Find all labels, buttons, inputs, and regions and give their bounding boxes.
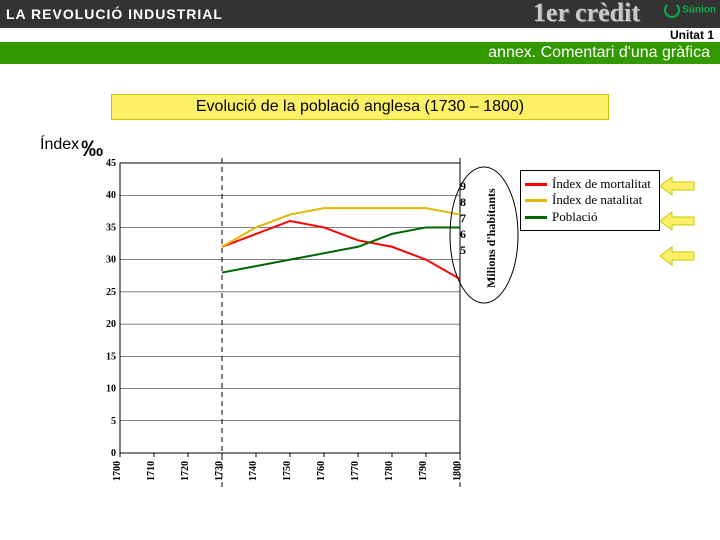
line-chart: 0 5 10 15 20 25 30 35 40 45 1700 1710 1720 1730 1740 17… <box>95 158 465 493</box>
svg-text:10: 10 <box>106 384 116 395</box>
svg-text:1790: 1790 <box>418 461 429 481</box>
svg-text:1700: 1700 <box>112 461 123 481</box>
svg-text:20: 20 <box>106 319 116 330</box>
right-axis-tick: 6 <box>460 226 466 242</box>
index-label: Índex <box>40 136 79 154</box>
svg-text:25: 25 <box>106 287 116 298</box>
legend-item: Índex de mortalitat <box>525 177 655 191</box>
logo: Súnion <box>664 2 716 18</box>
legend-swatch <box>525 199 547 202</box>
legend-label: Població <box>552 210 598 224</box>
index-badge: Índex ‰ <box>40 136 103 162</box>
header-bar: LA REVOLUCIÓ INDUSTRIAL 1er crèdit Súnio… <box>0 0 720 28</box>
svg-text:5: 5 <box>111 416 116 427</box>
svg-text:1720: 1720 <box>180 461 191 481</box>
pointer-arrow-icon <box>660 245 696 267</box>
legend-label: Índex de mortalitat <box>552 177 651 191</box>
right-axis-tick: 7 <box>460 210 466 226</box>
svg-text:1770: 1770 <box>350 461 361 481</box>
svg-text:1800: 1800 <box>452 461 463 481</box>
svg-text:45: 45 <box>106 158 116 169</box>
svg-text:1750: 1750 <box>282 461 293 481</box>
pointer-arrow-icon <box>660 210 696 232</box>
svg-text:30: 30 <box>106 255 116 266</box>
svg-text:40: 40 <box>106 190 116 201</box>
annex-bar: annex. Comentari d'una gràfica <box>0 42 720 64</box>
legend-label: Índex de natalitat <box>552 193 642 207</box>
legend-swatch <box>525 216 547 219</box>
right-axis-tick: 8 <box>460 194 466 210</box>
svg-text:1760: 1760 <box>316 461 327 481</box>
right-axis-label: Milions d'habitants <box>484 188 499 288</box>
svg-text:1710: 1710 <box>146 461 157 481</box>
legend-swatch <box>525 183 547 186</box>
credit-label: 1er crèdit <box>533 0 640 28</box>
chart-legend: Índex de mortalitat Índex de natalitat Pob… <box>520 170 660 231</box>
svg-text:1730: 1730 <box>214 461 225 481</box>
svg-text:15: 15 <box>106 351 116 362</box>
legend-item: Índex de natalitat <box>525 193 655 207</box>
right-axis-tick: 5 <box>460 242 466 258</box>
annex-text: annex. Comentari d'una gràfica <box>488 44 710 62</box>
right-axis-tick: 9 <box>460 178 466 194</box>
right-axis-ticks: 98765 <box>460 178 466 258</box>
svg-text:0: 0 <box>111 448 116 459</box>
svg-text:35: 35 <box>106 222 116 233</box>
chart-area: Índex ‰ 0 5 10 15 20 25 30 35 40 45 1700 1710 1720 17… <box>0 130 720 530</box>
unit-label: Unitat 1 <box>0 28 720 42</box>
legend-item: Població <box>525 210 655 224</box>
svg-text:1740: 1740 <box>248 461 259 481</box>
page-title: LA REVOLUCIÓ INDUSTRIAL <box>0 6 223 22</box>
chart-title: Evolució de la població anglesa (1730 – … <box>111 94 609 120</box>
pointer-arrow-icon <box>660 175 696 197</box>
svg-text:1780: 1780 <box>384 461 395 481</box>
